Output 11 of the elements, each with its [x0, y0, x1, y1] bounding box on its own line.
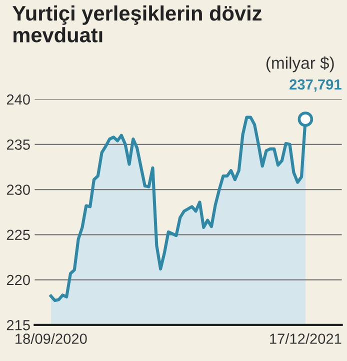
y-tick-label: 215	[6, 320, 30, 330]
x-tick-label: 18/09/2020	[16, 333, 87, 344]
y-tick-label: 235	[6, 140, 30, 150]
y-tick-label: 230	[6, 184, 30, 195]
y-tick-label: 220	[6, 274, 30, 286]
y-tick-label: 225	[6, 230, 30, 240]
annotation: 237,791	[290, 79, 342, 92]
chart-title: Yurtiçi yerleşiklerin döviz mevduatı	[12, 5, 262, 42]
x-tick-label: 17/12/2021	[270, 333, 342, 344]
y-tick-label: 240	[6, 94, 30, 105]
chart-subtitle: (milyar $)	[266, 56, 334, 72]
